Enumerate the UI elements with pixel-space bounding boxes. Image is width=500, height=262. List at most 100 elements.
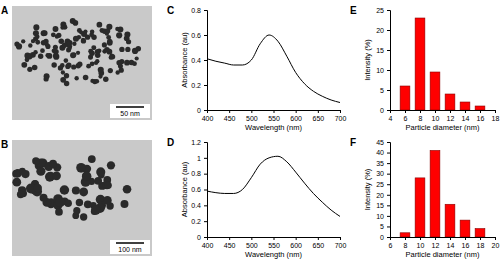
- tick: 500: [246, 110, 258, 122]
- panel-letter: F: [350, 137, 356, 148]
- tick-label: 5: [380, 87, 384, 94]
- particle: [17, 191, 24, 198]
- tick-mark: [387, 237, 390, 238]
- tick-mark: [387, 10, 390, 11]
- particle: [41, 40, 47, 46]
- particle: [53, 45, 58, 50]
- tick-label: 10: [432, 115, 440, 122]
- tick-label: 14: [447, 242, 455, 249]
- tick: 12: [447, 110, 455, 122]
- particle: [70, 52, 76, 58]
- figure: 50 nmA40045050055060065070000.20.40.60.8…: [0, 0, 500, 262]
- tick: 0.2: [191, 218, 207, 225]
- particle: [21, 39, 25, 43]
- tick-mark: [387, 184, 390, 185]
- tick: 10: [432, 110, 440, 122]
- y-axis-title: Absorbance (au): [180, 32, 189, 88]
- tick-mark: [387, 153, 390, 154]
- tick-mark: [296, 110, 297, 113]
- particle: [27, 67, 32, 72]
- axis-line: [391, 111, 496, 114]
- tick: 0: [197, 234, 207, 241]
- tick-mark: [204, 35, 207, 36]
- tick: 550: [268, 110, 280, 122]
- tick-label: 1: [197, 155, 201, 162]
- panel-letter: C: [167, 5, 174, 16]
- tick-label: 0.8: [191, 7, 201, 14]
- tick-label: 0.8: [191, 170, 201, 177]
- particle: [74, 76, 78, 80]
- tick-label: 1.2: [191, 139, 201, 146]
- particle: [95, 79, 100, 84]
- tick-label: 14: [462, 115, 470, 122]
- particle: [94, 177, 102, 185]
- tick-label: 0.2: [191, 82, 201, 89]
- tick-label: 450: [224, 242, 236, 249]
- tick: 25: [376, 181, 390, 188]
- tick-mark: [204, 174, 207, 175]
- tick-label: 0.2: [191, 218, 201, 225]
- particle: [73, 36, 79, 42]
- y-axis: 051015202530354045: [376, 139, 390, 241]
- particle: [91, 45, 96, 50]
- particle: [21, 62, 27, 68]
- particle: [124, 32, 130, 38]
- scale-bar-label: 50 nm: [120, 110, 140, 117]
- tick: 18: [477, 237, 485, 249]
- scale-bar: [116, 106, 144, 108]
- particle: [52, 171, 61, 180]
- x-axis-title: Particle diameter (nm): [406, 250, 480, 259]
- particle: [124, 60, 130, 66]
- tick-label: 650: [312, 242, 324, 249]
- particle: [104, 182, 111, 189]
- tick-mark: [420, 237, 421, 240]
- axis-line: [208, 111, 341, 114]
- particle: [73, 207, 80, 214]
- particle: [107, 40, 113, 46]
- particle: [95, 49, 100, 54]
- particle: [76, 163, 86, 173]
- particle: [88, 155, 96, 163]
- particle: [64, 58, 69, 63]
- tick: 16: [477, 110, 485, 122]
- bar: [445, 204, 455, 237]
- tick: 15: [376, 47, 390, 54]
- tick-mark: [387, 174, 390, 175]
- tick-label: 40: [376, 149, 384, 156]
- tick-mark: [296, 237, 297, 240]
- particle: [125, 47, 130, 52]
- plot-area: [207, 35, 340, 103]
- tick-label: 0.6: [191, 186, 201, 193]
- particle: [40, 48, 45, 53]
- tick: 8: [419, 110, 423, 122]
- tick-label: 10: [417, 242, 425, 249]
- tick-label: 8: [419, 115, 423, 122]
- tick-mark: [204, 205, 207, 206]
- particle: [102, 42, 107, 47]
- tick-label: 6: [389, 242, 393, 249]
- particle: [104, 47, 110, 53]
- micrograph: [12, 6, 152, 120]
- y-axis-title: Intensity (%): [363, 168, 372, 210]
- tick-label: 0: [380, 107, 384, 114]
- particle: [83, 75, 89, 81]
- particle: [90, 61, 95, 66]
- particle: [55, 197, 65, 207]
- tick: 0: [380, 107, 390, 114]
- particle: [79, 188, 88, 197]
- panel-letter: A: [1, 5, 8, 16]
- particle: [110, 54, 116, 60]
- tick: 35: [376, 160, 390, 167]
- particle: [53, 54, 59, 60]
- particle: [73, 20, 79, 26]
- axis-line: [204, 143, 208, 238]
- particle: [61, 70, 65, 74]
- tick-label: 25: [376, 181, 384, 188]
- tick-mark: [204, 190, 207, 191]
- tick: 0: [380, 234, 390, 241]
- x-axis: 400450500550600650700: [202, 237, 347, 249]
- particle: [33, 24, 39, 30]
- bar: [415, 178, 425, 237]
- particle: [103, 196, 112, 205]
- tick-label: 20: [376, 27, 384, 34]
